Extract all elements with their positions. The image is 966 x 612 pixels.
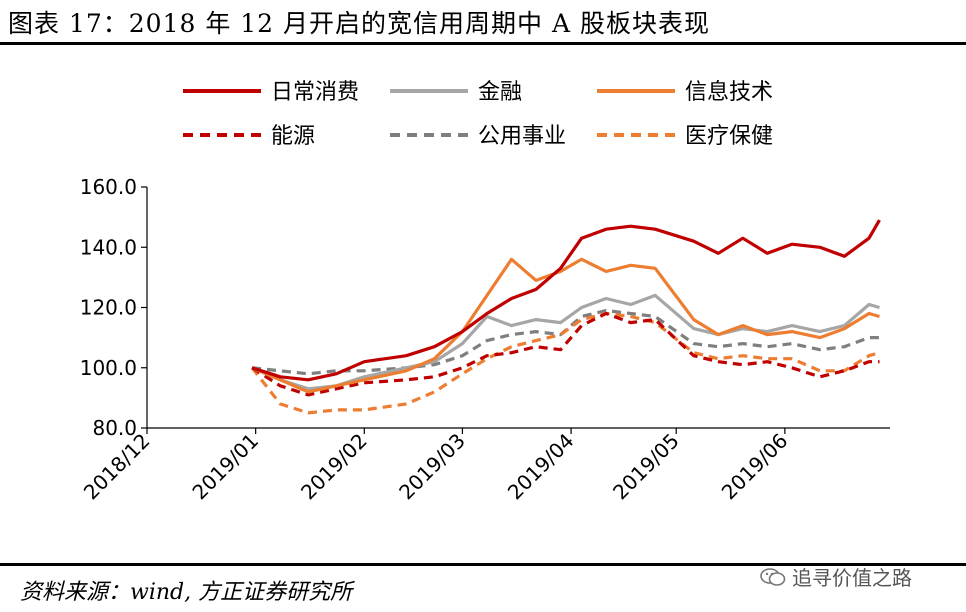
watermark-text: 追寻价值之路 (792, 566, 912, 590)
series-line-3 (251, 257, 880, 394)
chart-series (250, 219, 881, 415)
source-note: 资料来源：wind, 方正证券研究所 (20, 580, 353, 605)
x-tick-label: 2019/01 (187, 429, 263, 505)
series-line-2 (251, 293, 880, 391)
legend-label: 信息技术 (685, 80, 773, 105)
x-tick-label: 2019/05 (608, 429, 684, 505)
legend-label: 金融 (478, 80, 522, 105)
y-tick-label: 120.0 (80, 296, 137, 320)
figure-title: 图表 17：2018 年 12 月开启的宽信用周期中 A 股板块表现 (8, 9, 710, 38)
x-tick-label: 2019/04 (503, 429, 579, 505)
legend-label: 公用事业 (478, 124, 566, 149)
series-line-4 (251, 311, 880, 397)
watermark: 追寻价值之路 (760, 562, 912, 591)
y-tick-label: 80.0 (92, 416, 137, 440)
title-rule (0, 42, 966, 45)
legend-label: 日常消费 (271, 80, 359, 105)
x-tick-label: 2019/02 (296, 429, 372, 505)
y-tick-label: 100.0 (80, 356, 137, 380)
wechat-icon (760, 567, 786, 586)
series-line-6 (250, 311, 880, 415)
y-tick-label: 140.0 (80, 235, 137, 259)
legend-label: 能源 (271, 124, 315, 149)
x-tick-label: 2019/03 (394, 429, 470, 505)
legend-label: 医疗保健 (685, 124, 773, 149)
series-line-5 (251, 308, 880, 376)
x-tick-label: 2019/06 (717, 429, 793, 505)
footer-rule (0, 563, 966, 566)
series-line-1 (251, 219, 881, 382)
y-tick-label: 160.0 (80, 175, 137, 199)
